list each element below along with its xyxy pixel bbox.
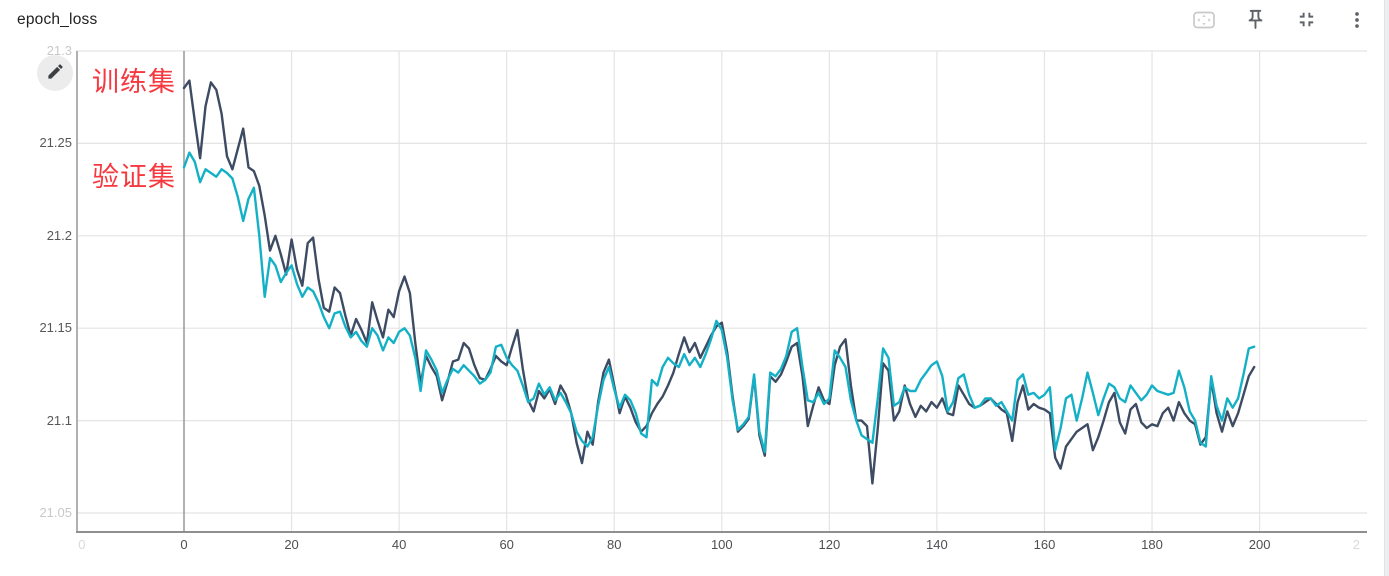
y-tick-label: 21.3 bbox=[46, 43, 72, 58]
y-tick-label: 21.25 bbox=[39, 135, 72, 151]
x-tick-label: 0 bbox=[78, 537, 86, 552]
x-tick-label: 160 bbox=[1033, 537, 1056, 552]
more-vert-icon bbox=[1346, 8, 1368, 35]
x-tick-label: 20 bbox=[284, 537, 299, 552]
card-header: epoch_loss bbox=[0, 0, 1384, 44]
collapse-card-icon bbox=[1295, 8, 1318, 34]
pin-icon bbox=[1244, 8, 1267, 34]
x-tick-label: 40 bbox=[391, 537, 407, 552]
x-tick-label: 180 bbox=[1141, 537, 1163, 552]
y-tick-label: 21.05 bbox=[39, 505, 72, 520]
y-axis-labels: 21.3 21.25 21.2 21.15 21.1 21.05 bbox=[0, 0, 72, 576]
x-tick-label: 100 bbox=[710, 537, 733, 552]
x-tick-label: 0 bbox=[180, 537, 188, 552]
validation-set-annotation: 验证集 bbox=[92, 162, 176, 192]
x-tick-label: 140 bbox=[926, 537, 948, 552]
page-title: epoch_loss bbox=[17, 11, 98, 28]
edit-annotation-button[interactable] bbox=[37, 55, 73, 91]
x-tick-label: 2 bbox=[1352, 537, 1360, 552]
x-tick-label: 60 bbox=[499, 537, 514, 552]
loss-chart bbox=[76, 50, 1367, 533]
chart-plot-area[interactable] bbox=[76, 50, 1367, 533]
x-tick-label: 120 bbox=[818, 537, 841, 552]
train-set-annotation: 训练集 bbox=[92, 67, 176, 97]
train-loss-line bbox=[182, 79, 1256, 485]
more-menu-button[interactable] bbox=[1344, 8, 1370, 34]
x-tick-label: 200 bbox=[1248, 537, 1271, 552]
card-toolbar bbox=[1191, 8, 1370, 34]
validation-loss-line bbox=[182, 151, 1256, 454]
y-tick-label: 21.15 bbox=[39, 320, 72, 336]
x-tick-label: 80 bbox=[607, 537, 622, 552]
region-select-button[interactable] bbox=[1191, 8, 1217, 34]
collapse-card-button[interactable] bbox=[1293, 8, 1319, 34]
y-tick-label: 21.1 bbox=[46, 412, 72, 428]
y-tick-label: 21.2 bbox=[46, 227, 72, 243]
pin-button[interactable] bbox=[1242, 8, 1268, 34]
region-select-icon bbox=[1191, 8, 1217, 35]
pencil-icon bbox=[46, 62, 65, 84]
